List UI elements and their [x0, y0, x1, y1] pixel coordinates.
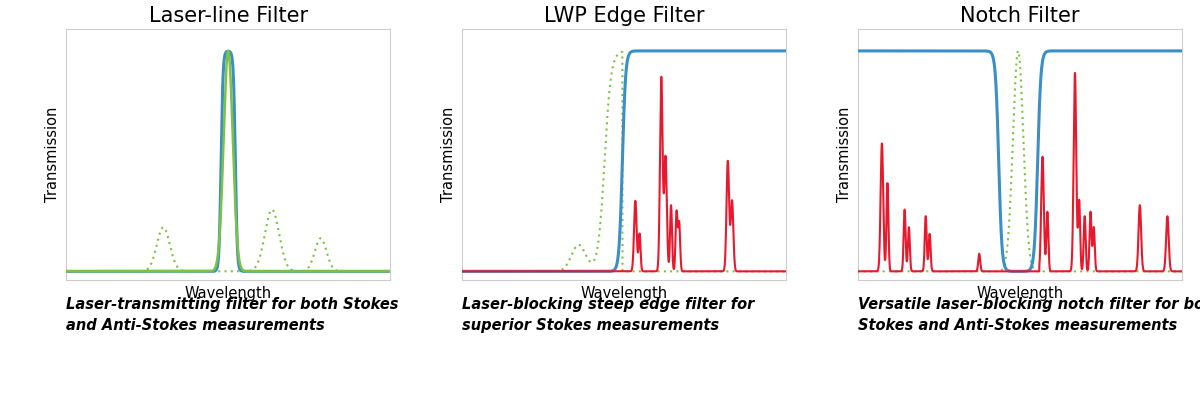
X-axis label: Wavelength: Wavelength	[977, 286, 1063, 301]
Text: Versatile laser-blocking notch filter for both
Stokes and Anti-Stokes measuremen: Versatile laser-blocking notch filter fo…	[858, 297, 1200, 332]
Y-axis label: Transmission: Transmission	[442, 107, 456, 202]
Title: Notch Filter: Notch Filter	[960, 6, 1080, 26]
Text: Laser-blocking steep edge filter for
superior Stokes measurements: Laser-blocking steep edge filter for sup…	[462, 297, 754, 332]
Title: LWP Edge Filter: LWP Edge Filter	[544, 6, 704, 26]
Y-axis label: Transmission: Transmission	[838, 107, 852, 202]
Y-axis label: Transmission: Transmission	[46, 107, 60, 202]
Title: Laser-line Filter: Laser-line Filter	[149, 6, 307, 26]
Text: Laser-transmitting filter for both Stokes
and Anti-Stokes measurements: Laser-transmitting filter for both Stoke…	[66, 297, 398, 332]
X-axis label: Wavelength: Wavelength	[581, 286, 667, 301]
X-axis label: Wavelength: Wavelength	[185, 286, 271, 301]
